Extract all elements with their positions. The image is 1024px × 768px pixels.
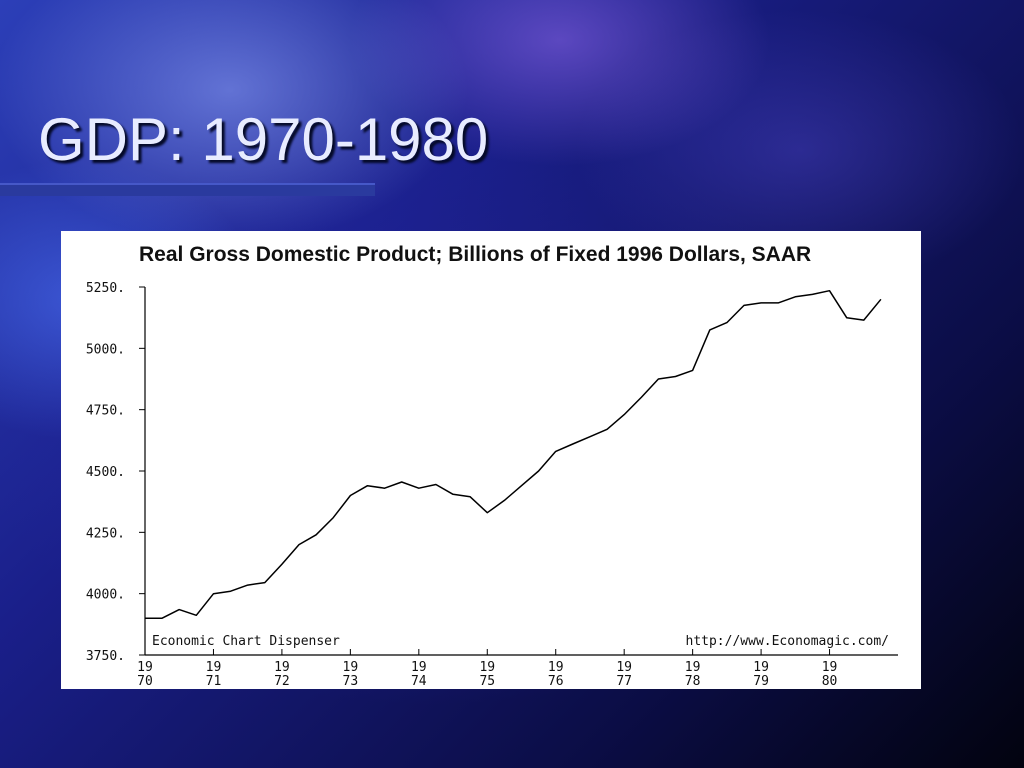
gdp-line-chart: Real Gross Domestic Product; Billions of… — [86, 243, 898, 689]
x-tick-label-year: 71 — [206, 674, 222, 689]
x-tick-label-year: 72 — [274, 674, 290, 689]
x-tick-label-year: 73 — [343, 674, 359, 689]
x-tick-label-year: 77 — [616, 674, 632, 689]
x-tick-label-year: 79 — [753, 674, 769, 689]
y-tick-label: 4750. — [86, 404, 125, 419]
y-tick-label: 5250. — [86, 281, 125, 296]
y-tick-label: 4500. — [86, 465, 125, 480]
x-tick-label-year: 74 — [411, 674, 427, 689]
x-tick-label-year: 78 — [685, 674, 701, 689]
x-tick-label-century: 19 — [411, 660, 427, 675]
x-tick-label-year: 75 — [479, 674, 495, 689]
y-tick-label: 3750. — [86, 649, 125, 664]
x-tick-label-century: 19 — [822, 660, 838, 675]
x-tick-label-century: 19 — [343, 660, 359, 675]
title-underline-bar — [0, 183, 375, 196]
gdp-series-line — [145, 289, 882, 619]
x-tick-label-century: 19 — [479, 660, 495, 675]
y-tick-label: 4000. — [86, 588, 125, 603]
x-tick-label-century: 19 — [685, 660, 701, 675]
series-layer — [145, 289, 882, 619]
y-tick-label: 5000. — [86, 342, 125, 357]
y-tick-label: 4250. — [86, 526, 125, 541]
x-tick-label-century: 19 — [274, 660, 290, 675]
x-tick-label-century: 19 — [753, 660, 769, 675]
slide-title: GDP: 1970-1980 — [38, 106, 489, 173]
axes: 5250.5000.4750.4500.4250.4000.3750.19701… — [86, 281, 898, 689]
chart-panel: Real Gross Domestic Product; Billions of… — [61, 231, 921, 689]
x-tick-label-year: 76 — [548, 674, 564, 689]
x-tick-label-century: 19 — [616, 660, 632, 675]
x-tick-label-year: 80 — [822, 674, 838, 689]
x-tick-label-century: 19 — [206, 660, 222, 675]
source-note-right: http://www.Economagic.com/ — [686, 634, 890, 649]
x-tick-label-century: 19 — [137, 660, 153, 675]
source-note-left: Economic Chart Dispenser — [152, 634, 340, 649]
x-tick-label-century: 19 — [548, 660, 564, 675]
x-tick-label-year: 70 — [137, 674, 153, 689]
chart-title: Real Gross Domestic Product; Billions of… — [139, 243, 811, 266]
